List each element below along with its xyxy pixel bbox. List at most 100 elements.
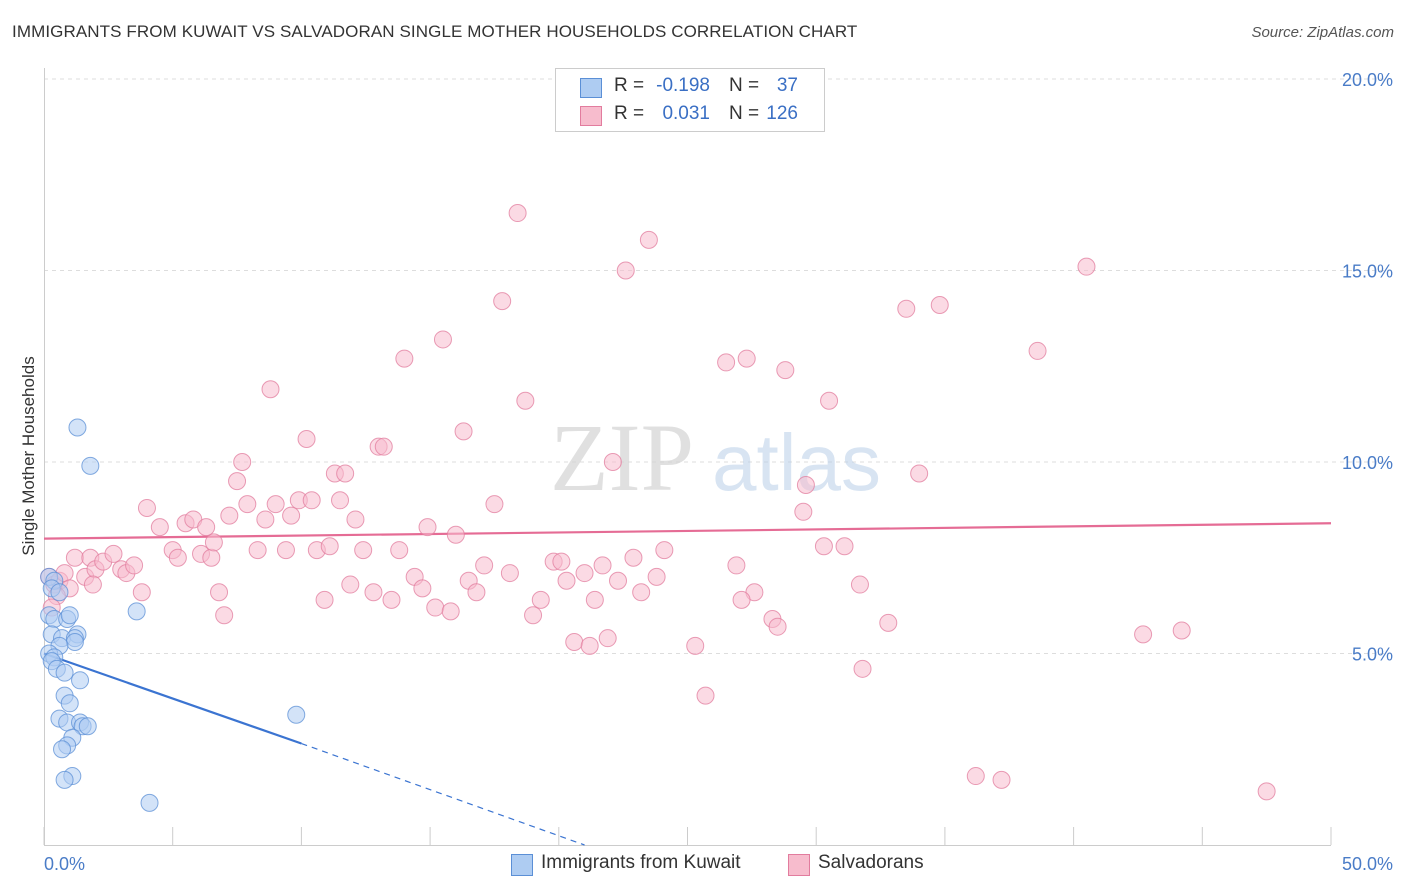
data-point (1028, 341, 1047, 360)
data-point (248, 541, 267, 560)
bottom-legend-label: Salvadorans (818, 852, 924, 873)
data-point (71, 671, 90, 690)
data-point (897, 299, 916, 318)
data-point (150, 518, 169, 537)
data-point (220, 506, 239, 525)
data-points (40, 204, 1276, 812)
data-point (820, 391, 839, 410)
source-note: Source: ZipAtlas.com (1251, 24, 1394, 41)
data-point (475, 556, 494, 575)
trend-line (43, 652, 302, 745)
trend-lines (43, 522, 1332, 846)
data-point (696, 686, 715, 705)
y-tick-label: 20.0% (1342, 70, 1393, 90)
y-tick-label: 15.0% (1342, 262, 1393, 282)
data-point (55, 770, 74, 789)
data-point (341, 575, 360, 594)
data-point (228, 472, 247, 491)
data-point (647, 567, 666, 586)
data-point (202, 548, 221, 567)
data-point (879, 613, 898, 632)
data-point (1172, 621, 1191, 640)
legend-swatch-salvadorans (580, 106, 602, 126)
data-point (364, 583, 383, 602)
data-point (127, 602, 146, 621)
chart-title: IMMIGRANTS FROM KUWAIT VS SALVADORAN SIN… (12, 22, 858, 41)
data-point (624, 548, 643, 567)
data-point (508, 204, 527, 223)
data-point (557, 571, 576, 590)
data-point (609, 571, 628, 590)
data-point (60, 694, 79, 713)
legend-row-salvadorans: R = 0.031 N = 126 (556, 101, 824, 129)
data-point (132, 583, 151, 602)
data-point (796, 475, 815, 494)
watermark-atlas: atlas (712, 418, 881, 507)
data-point (331, 491, 350, 510)
x-tick-label: 0.0% (44, 854, 85, 874)
data-point (1134, 625, 1153, 644)
data-point (197, 518, 216, 537)
data-point (238, 495, 257, 514)
data-point (500, 564, 519, 583)
data-point (575, 564, 594, 583)
data-point (315, 590, 334, 609)
data-point (302, 491, 321, 510)
data-point (65, 633, 84, 652)
data-point (516, 391, 535, 410)
data-point (1257, 782, 1276, 801)
data-point (768, 617, 787, 636)
data-point (256, 510, 275, 529)
data-point (233, 453, 252, 471)
data-point (68, 418, 87, 437)
x-tick-labels: 0.0% 50.0% (44, 854, 1393, 874)
data-point (390, 541, 409, 560)
trend-line-extension (301, 742, 585, 846)
data-point (426, 598, 445, 617)
y-tick-label: 5.0% (1352, 645, 1393, 665)
data-point (287, 705, 306, 724)
legend-row-kuwait: R = -0.198 N = 37 (556, 73, 824, 101)
data-point (585, 590, 604, 609)
data-point (686, 636, 705, 655)
data-point (632, 583, 651, 602)
data-point (81, 456, 100, 475)
r-value: -0.198 (656, 75, 710, 96)
data-point (297, 430, 316, 449)
data-point (639, 230, 658, 249)
data-point (261, 380, 280, 399)
gridlines (44, 78, 1391, 654)
data-point (616, 261, 635, 280)
data-point (446, 525, 465, 544)
data-point (598, 629, 617, 648)
data-point (603, 453, 622, 471)
x-tick-label: 50.0% (1342, 854, 1393, 874)
data-point (53, 740, 72, 759)
data-point (374, 437, 393, 456)
data-point (467, 583, 486, 602)
data-point (168, 548, 187, 567)
data-point (853, 659, 872, 678)
watermark-zip: ZIP (550, 404, 694, 511)
data-point (930, 295, 949, 314)
data-point (215, 606, 234, 625)
data-point (346, 510, 365, 529)
data-point (433, 330, 452, 349)
data-point (266, 495, 285, 514)
trend-line (43, 522, 1332, 540)
data-point (320, 537, 339, 556)
legend-swatch-kuwait (580, 78, 602, 98)
data-point (727, 556, 746, 575)
data-point (493, 292, 512, 311)
data-point (835, 537, 854, 556)
data-point (336, 464, 355, 483)
watermark: ZIP atlas (550, 404, 881, 511)
data-point (910, 464, 929, 483)
data-point (593, 556, 612, 575)
data-point (50, 583, 69, 602)
y-tick-label: 10.0% (1342, 453, 1393, 473)
n-value: 37 (776, 75, 798, 96)
r-label: R = (614, 75, 645, 96)
bottom-legend-swatch-kuwait (511, 854, 533, 876)
r-label: R = (614, 103, 645, 124)
